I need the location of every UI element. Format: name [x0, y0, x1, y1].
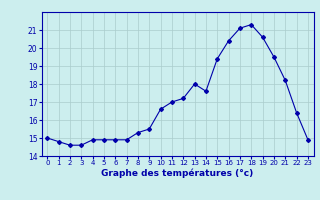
X-axis label: Graphe des températures (°c): Graphe des températures (°c): [101, 169, 254, 178]
